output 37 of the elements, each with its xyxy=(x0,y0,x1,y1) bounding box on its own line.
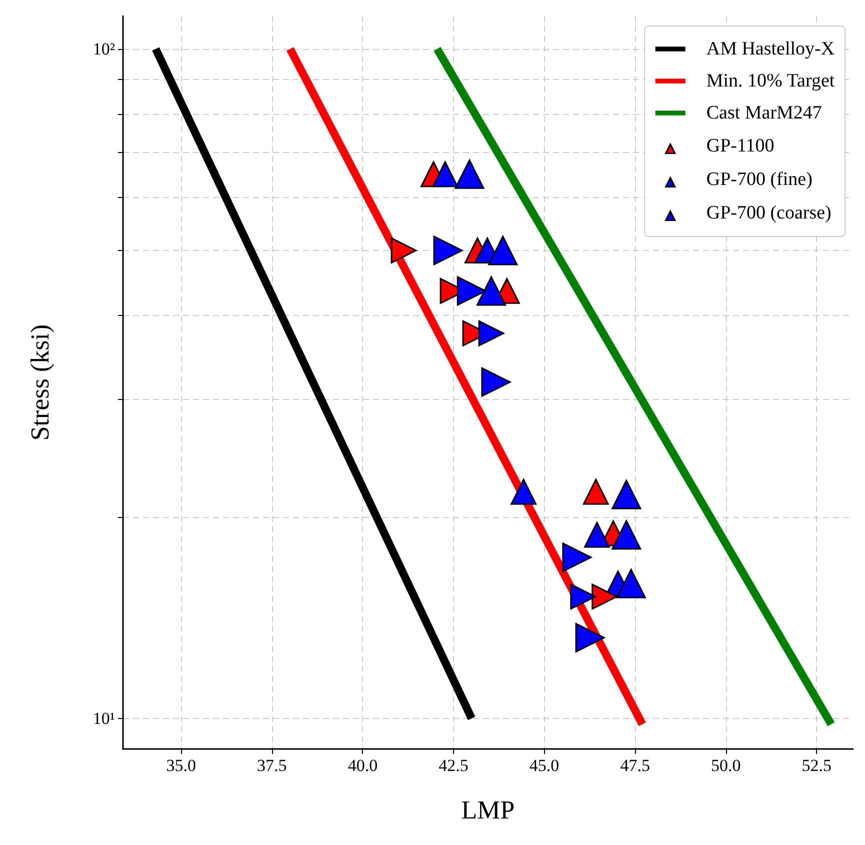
x-axis-title: LMP xyxy=(461,796,515,824)
point xyxy=(592,584,618,610)
legend-label: GP-700 (coarse) xyxy=(706,202,832,224)
point xyxy=(582,478,609,505)
point xyxy=(433,236,463,266)
x-tick-label: 37.5 xyxy=(257,756,287,775)
x-tick-label: 40.0 xyxy=(348,756,378,775)
point xyxy=(454,159,484,189)
point xyxy=(478,320,504,346)
x-tick-label: 50.0 xyxy=(711,756,741,775)
point xyxy=(562,542,592,572)
point xyxy=(612,520,642,550)
x-tick-label: 47.5 xyxy=(620,756,650,775)
point xyxy=(476,276,506,306)
y-axis-title: Stress (ksi) xyxy=(26,324,54,441)
legend-label: AM Hastelloy-X xyxy=(706,38,835,60)
x-tick-label: 42.5 xyxy=(438,756,468,775)
point xyxy=(510,478,537,505)
point xyxy=(612,480,642,510)
point xyxy=(575,622,605,652)
point xyxy=(488,236,518,266)
point xyxy=(390,238,417,264)
x-tick-label: 52.5 xyxy=(802,756,832,775)
point xyxy=(570,584,596,610)
point xyxy=(456,276,486,306)
x-tick-label: 45.0 xyxy=(529,756,560,775)
point xyxy=(481,367,511,397)
legend-label: GP-1100 xyxy=(706,135,774,156)
y-tick-label: 10² xyxy=(92,39,115,58)
legend-label: Min. 10% Target xyxy=(706,70,836,92)
point xyxy=(432,161,458,188)
point xyxy=(616,568,646,598)
legend-label: Cast MarM247 xyxy=(706,102,822,124)
y-tick-label: 10¹ xyxy=(92,708,115,728)
x-tick-label: 35.0 xyxy=(166,756,196,775)
legend-label: GP-700 (fine) xyxy=(706,168,812,190)
point xyxy=(584,522,610,548)
